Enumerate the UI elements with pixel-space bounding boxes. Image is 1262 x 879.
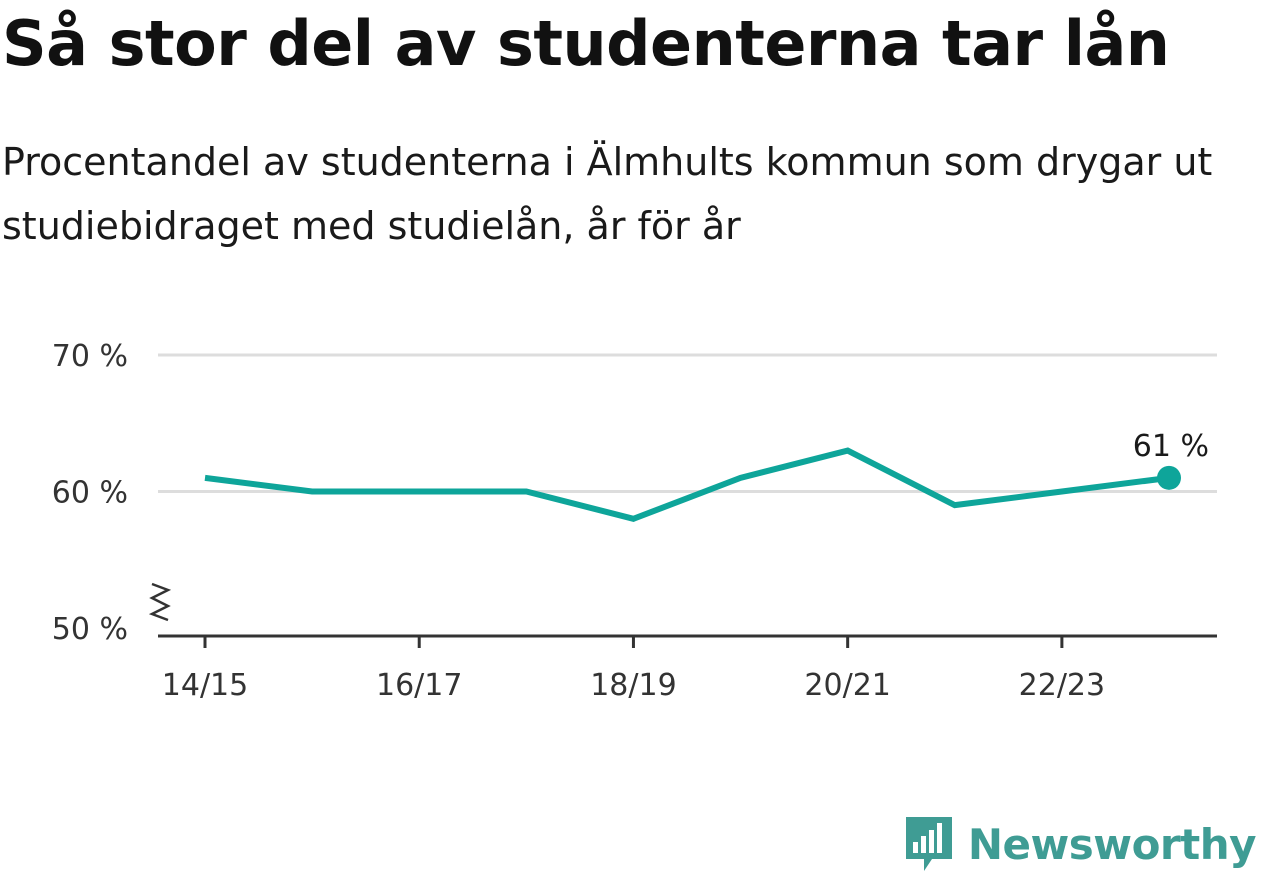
- data-point: [738, 475, 744, 481]
- newsworthy-brand: Newsworthy: [904, 815, 1257, 873]
- last-value-label: 61 %: [1133, 429, 1209, 464]
- brand-name: Newsworthy: [967, 819, 1257, 869]
- x-tick-label: 20/21: [804, 668, 890, 703]
- bar-chart-badge-icon: [905, 817, 952, 871]
- y-axis-labels: 50 % 60 % 70 %: [52, 339, 128, 647]
- data-point: [845, 448, 851, 454]
- series-line: [204, 447, 1170, 522]
- data-point: [952, 502, 958, 508]
- x-axis: [148, 582, 1217, 648]
- chart-subtitle: Procentandel av studenterna i Älmhults k…: [2, 140, 1213, 248]
- chart-title: Så stor del av studenterna tar lån: [2, 7, 1170, 80]
- y-tick-label: 70 %: [52, 339, 128, 374]
- y-tick-label: 50 %: [52, 612, 128, 647]
- axis-break-icon: [148, 582, 172, 622]
- last-data-point: [1157, 465, 1181, 490]
- data-point: [309, 489, 315, 495]
- grid-lines: [158, 353, 1217, 493]
- x-axis-labels: 14/15 16/17 18/19 20/21 22/23: [162, 668, 1105, 703]
- data-point: [1059, 489, 1065, 495]
- y-tick-label: 60 %: [52, 476, 128, 511]
- x-tick-label: 16/17: [376, 668, 462, 703]
- line-chart: 50 % 60 % 70 % 14/15 16/17 18/19 20/21 22/23 6…: [52, 339, 1217, 703]
- x-tick-label: 22/23: [1019, 668, 1105, 703]
- data-point: [416, 489, 422, 495]
- x-tick-label: 18/19: [590, 668, 676, 703]
- annotations: 61 %: [1133, 429, 1209, 464]
- data-point: [523, 489, 529, 495]
- data-point: [630, 516, 636, 522]
- data-point: [202, 475, 208, 481]
- series-layer: [202, 447, 1181, 522]
- x-tick-label: 14/15: [162, 668, 248, 703]
